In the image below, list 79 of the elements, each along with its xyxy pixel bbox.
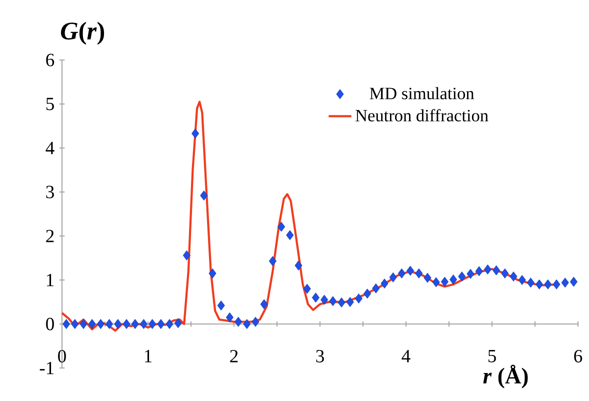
x-tick-label: 0: [58, 350, 66, 363]
x-tick-label: 1: [144, 350, 152, 362]
point: [415, 268, 423, 278]
point: [389, 272, 397, 282]
point: [268, 256, 276, 266]
point: [182, 250, 190, 260]
point: [88, 319, 96, 329]
x-axis-title: r (Å): [483, 364, 528, 388]
point: [226, 312, 234, 322]
y-tick-label: 1: [46, 274, 54, 286]
y-tick-label: 6: [46, 54, 54, 66]
y-tick-label: -1: [40, 362, 54, 374]
point: [510, 272, 518, 282]
point: [466, 268, 474, 279]
point: [106, 319, 114, 329]
point: [62, 319, 70, 329]
point: [406, 266, 414, 276]
point: [338, 297, 346, 308]
point: [544, 279, 552, 290]
point: [200, 190, 208, 201]
point: [492, 265, 500, 276]
y-tick-label: 0: [46, 318, 54, 330]
point: [166, 319, 174, 329]
y-tick-label: 2: [46, 230, 54, 242]
legend-label: Neutron diffraction: [356, 109, 488, 122]
point: [570, 276, 578, 287]
point: [294, 260, 302, 270]
legend-label: MD simulation: [370, 87, 474, 100]
point: [484, 264, 492, 274]
point: [320, 294, 328, 305]
point: [450, 274, 458, 285]
point: [260, 299, 268, 310]
point: [424, 272, 432, 283]
point: [312, 292, 320, 303]
x-tick-label: 2: [230, 350, 238, 362]
point: [192, 128, 200, 138]
point: [364, 288, 372, 299]
y-tick-label: 3: [46, 186, 54, 198]
point: [440, 276, 448, 287]
point: [286, 230, 294, 240]
point: [234, 316, 242, 327]
point: [458, 272, 466, 282]
point: [243, 319, 251, 329]
point: [252, 316, 260, 327]
point: [372, 283, 380, 294]
point: [501, 268, 509, 278]
point: [140, 319, 148, 329]
point: [217, 300, 225, 310]
point: [329, 296, 337, 306]
point: [380, 278, 388, 289]
point: [432, 277, 440, 288]
x-tick-label: 3: [316, 350, 324, 362]
point: [398, 268, 406, 278]
point: [114, 319, 122, 329]
point: [131, 319, 139, 329]
point: [346, 297, 354, 307]
point: [526, 278, 534, 288]
point: [208, 268, 216, 278]
point: [518, 275, 526, 285]
point: [148, 319, 156, 329]
point: [71, 319, 79, 329]
x-tick-label: 5: [488, 350, 496, 362]
point: [303, 284, 311, 294]
y-axis-title: G(r): [60, 22, 104, 45]
point: [122, 319, 130, 329]
point: [174, 318, 182, 328]
point: [561, 278, 569, 288]
point: [552, 279, 560, 290]
point: [475, 266, 483, 276]
y-tick-label: 4: [46, 142, 54, 154]
point: [536, 279, 544, 290]
point: [96, 319, 104, 329]
point: [157, 319, 165, 329]
x-tick-label: 4: [402, 350, 410, 362]
y-tick-label: 5: [46, 98, 54, 110]
point: [278, 222, 286, 232]
x-tick-label: 6: [574, 350, 582, 362]
point: [354, 294, 362, 304]
point: [80, 319, 88, 329]
